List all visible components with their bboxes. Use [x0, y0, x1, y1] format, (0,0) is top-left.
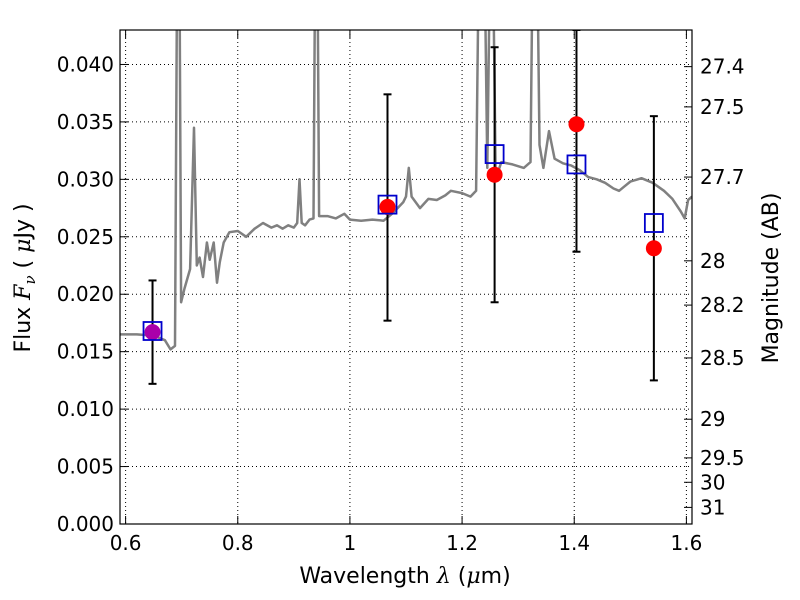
- y2-tick-label: 28: [700, 249, 725, 273]
- y2-axis-label: Magnitude (AB): [759, 193, 784, 364]
- y2-tick-label: 30: [700, 470, 725, 494]
- x-tick-label: 0.6: [110, 531, 142, 555]
- observed-point: [568, 116, 585, 133]
- x-tick-label: 0.8: [222, 531, 254, 555]
- error-bars: [148, 30, 658, 385]
- y2-tick-label: 31: [700, 495, 725, 519]
- x-tick-label: 1.2: [446, 531, 478, 555]
- y2-tick-label: 27.4: [700, 55, 745, 79]
- y2-tick-label: 28.5: [700, 346, 745, 370]
- y2-tick-label: 29.5: [700, 446, 745, 470]
- observed-point: [486, 166, 503, 183]
- y-tick-label: 0.025: [57, 225, 114, 249]
- model-photometry-point: [377, 194, 398, 215]
- y-tick-label: 0.040: [57, 52, 114, 76]
- y-tick-label: 0.015: [57, 340, 114, 364]
- observed-point: [379, 198, 396, 215]
- y-tick-label: 0.020: [57, 282, 114, 306]
- y-tick-label: 0.005: [57, 455, 114, 479]
- errorbar: [572, 30, 581, 253]
- observed-point: [144, 324, 161, 341]
- y2-tick-label: 27.7: [700, 165, 745, 189]
- model-photometry-point: [566, 154, 587, 175]
- y-tick-label: 0.030: [57, 167, 114, 191]
- x-tick-label: 1.4: [558, 531, 590, 555]
- x-tick-label: 1: [344, 531, 357, 555]
- model-photometry-point: [643, 213, 664, 233]
- grid: [120, 30, 692, 524]
- y2-tick-label: 27.5: [700, 95, 745, 119]
- y-tick-label: 0.035: [57, 110, 114, 134]
- data-points: [142, 116, 664, 341]
- y-tick-label: 0.010: [57, 397, 114, 421]
- spectrum-line: [120, 30, 692, 351]
- model-photometry-point: [142, 321, 163, 341]
- y-tick-label: 0.000: [57, 512, 114, 536]
- ticks: 0.6 0.8 1 1.2 1.4 1.6 0.000 0.005 0.010 0.015 0.02…: [57, 30, 745, 555]
- y2-tick-label: 28.2: [700, 293, 745, 317]
- x-axis-label: Wavelength λ (μm): [299, 564, 510, 589]
- y-axis-label: Flux Fν ( μJy ): [11, 203, 39, 352]
- model-photometry-point: [484, 144, 505, 164]
- observed-point: [645, 240, 662, 257]
- y2-tick-label: 29: [700, 407, 725, 431]
- axes: [119, 29, 693, 525]
- model-spectrum: [120, 30, 692, 351]
- x-tick-label: 1.6: [670, 531, 702, 555]
- plot-frame: [119, 29, 693, 525]
